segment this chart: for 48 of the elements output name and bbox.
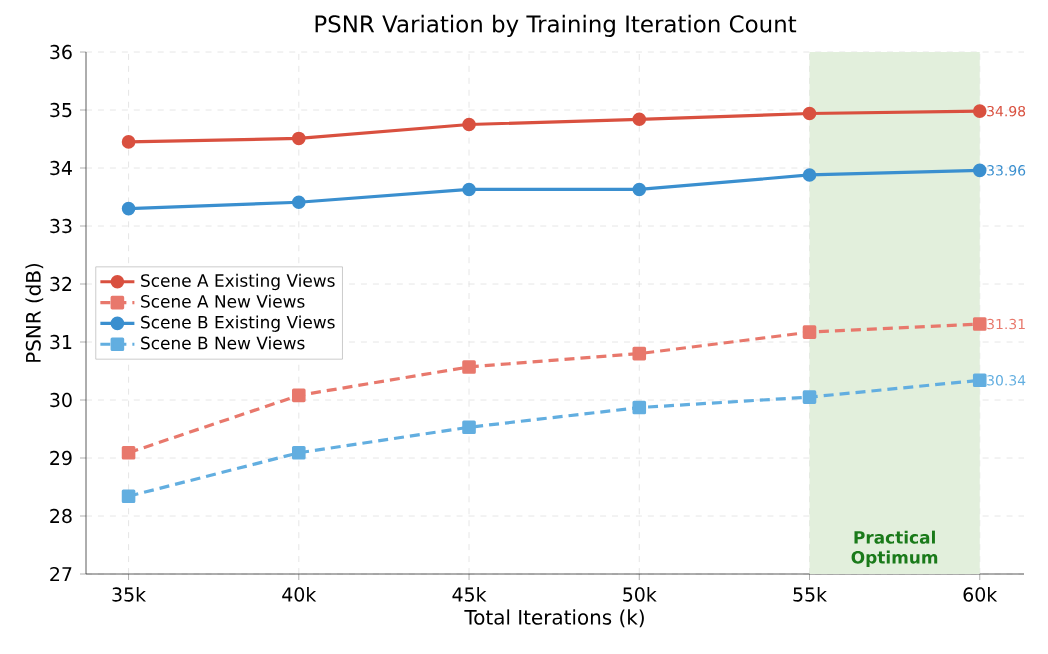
x-tick-label: 35k <box>112 587 147 602</box>
legend-label: Scene A New Views <box>141 294 305 308</box>
point <box>121 135 136 149</box>
x-tick-label: 55k <box>793 587 827 602</box>
x-tick-label: 50k <box>623 587 657 602</box>
point <box>972 317 987 331</box>
legend-label: Scene B Existing Views <box>141 315 335 332</box>
point <box>462 420 476 435</box>
y-tick-label: 28 <box>50 508 72 524</box>
chart-title: PSNR Variation by Training Iteration Count <box>315 14 797 37</box>
point <box>291 388 306 403</box>
point <box>121 445 136 460</box>
y-tick-label: 27 <box>50 566 72 582</box>
point <box>462 182 476 197</box>
x-tick-label: 40k <box>282 587 317 602</box>
point <box>462 117 476 132</box>
point <box>632 112 647 127</box>
y-tick-label: 33 <box>50 218 72 234</box>
point <box>972 373 987 388</box>
point <box>802 390 817 404</box>
point <box>291 131 306 146</box>
point <box>632 182 647 197</box>
point <box>121 489 136 504</box>
legend-label: Scene A Existing Views <box>141 273 335 291</box>
point <box>972 104 987 118</box>
point <box>462 360 476 374</box>
y-tick-label: 29 <box>50 450 72 466</box>
point <box>291 195 306 210</box>
point <box>802 325 817 339</box>
y-tick-label: 34 <box>50 160 72 176</box>
y-tick-label: 35 <box>50 102 72 118</box>
point <box>972 163 987 178</box>
y-tick-label: 31 <box>50 334 72 350</box>
point <box>802 106 817 121</box>
y-tick-label: 32 <box>50 276 72 292</box>
y-tick-label: 30 <box>50 392 72 408</box>
point <box>121 201 136 216</box>
point <box>632 346 647 361</box>
x-axis-title: Total Iterations (k) <box>464 609 644 628</box>
point <box>632 400 647 415</box>
point <box>291 445 306 460</box>
x-tick-label: 45k <box>452 587 487 602</box>
x-tick-label: 60k <box>963 587 998 602</box>
band-label: Practical Optimum <box>851 530 938 567</box>
y-axis-title: PSNR (dB) <box>25 263 44 362</box>
point <box>802 168 817 182</box>
y-tick-label: 36 <box>50 44 72 60</box>
legend-label: Scene B New Views <box>141 336 305 350</box>
